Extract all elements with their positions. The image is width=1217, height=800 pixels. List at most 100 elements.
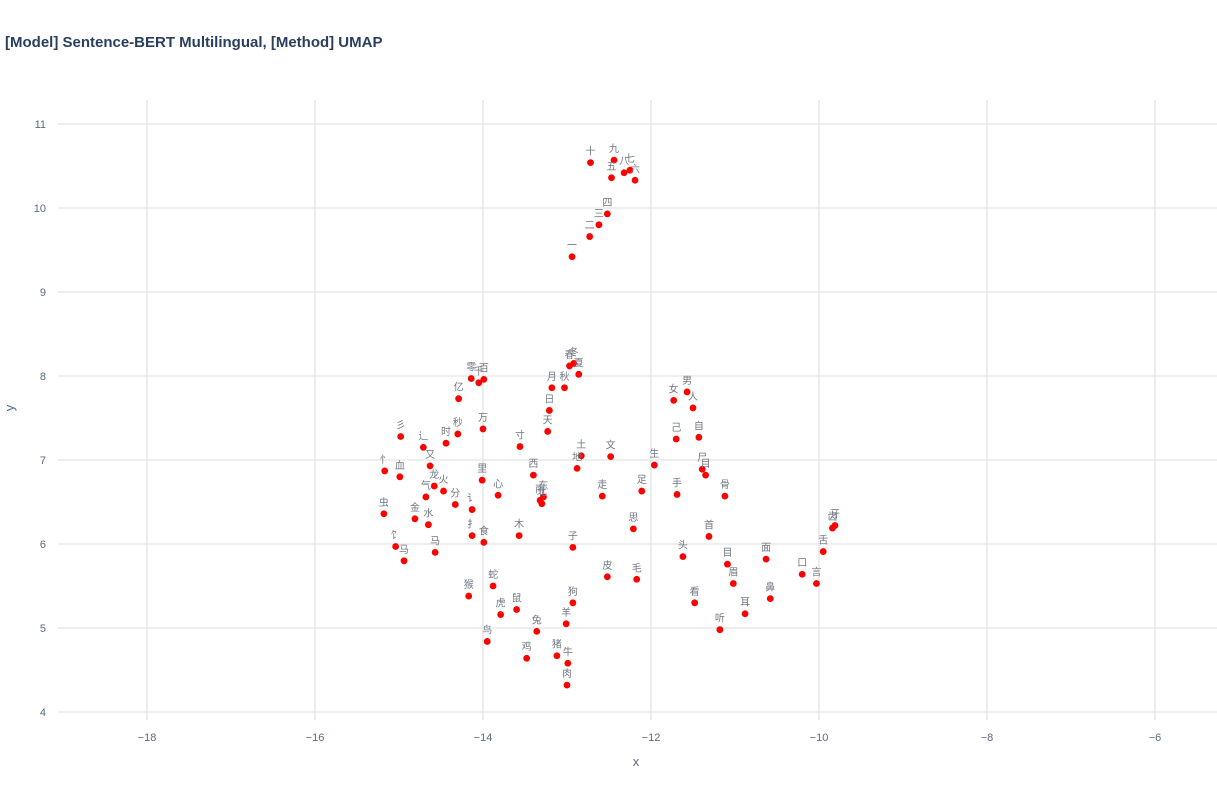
data-point-label: 又 [425,449,435,461]
data-point [587,159,594,167]
data-point-label: 木 [514,519,524,531]
data-point-label: 西 [528,459,538,470]
data-point-label: 马 [399,544,409,556]
data-point-label: 骨 [720,479,730,491]
data-point [568,253,576,261]
data-point-label: 十 [586,145,596,158]
x-gridlines [146,100,1156,720]
data-point-label: 眉 [728,566,738,578]
data-point-label: 天 [543,415,553,426]
data-point-label: 听 [715,613,725,625]
data-point-label: 毛 [632,562,642,574]
x-tick-label: −16 [306,732,325,744]
data-point-label: 冬 [569,345,579,358]
y-tick-label: 11 [35,119,46,131]
data-point-label: 北 [537,487,547,499]
data-point-label: 忄 [380,454,390,466]
data-point [629,525,637,533]
data-points [380,156,839,689]
data-point-label: 亿 [454,381,464,394]
data-point-label: 羊 [561,606,571,619]
data-point [603,210,611,218]
data-point [548,384,556,392]
data-point-label: 里 [477,463,487,475]
data-point [762,555,770,563]
data-point [607,453,615,461]
data-point [440,487,447,495]
data-point [426,462,434,470]
data-point-label: 鸟 [482,623,492,636]
data-point [553,652,561,660]
x-tick-labels: −18 −16 −14 −12 −10 −8 −6 [138,732,1162,744]
data-point-label: 火 [439,474,449,486]
y-tick-labels: 4 5 6 7 8 9 10 11 [34,119,46,719]
data-point-label: 春 [565,349,575,361]
data-point [564,659,572,667]
data-point-label: 七 [625,153,635,165]
data-point-label: 扌 [467,518,477,531]
data-point-label: 秒 [453,416,463,429]
data-point [455,395,463,403]
data-point [419,444,427,451]
data-point-label: 水 [423,508,433,520]
data-point-label: 辶 [418,430,428,442]
y-tick-label: 5 [40,623,46,635]
data-point-label: 子 [568,530,578,542]
data-point-label: 鼠 [512,592,522,605]
data-point-label: 心 [493,478,503,490]
data-point [673,491,681,498]
data-point-label: 虫 [379,497,389,509]
data-point [831,522,839,529]
data-point-label: 夏 [574,357,584,369]
data-point-label: 足 [637,474,647,486]
data-point-label: 鼻 [765,581,775,594]
data-point-label: 金 [410,501,420,514]
data-point [650,461,658,469]
data-point-label: 目 [722,548,732,559]
data-point [431,549,439,556]
data-point-label: 言 [811,565,821,578]
data-point [586,233,594,240]
data-point-label: 牛 [563,645,573,658]
data-point [396,473,404,481]
data-point-label: 饣 [391,530,401,542]
data-point-label: 血 [395,459,405,472]
data-point-label: 九 [609,143,619,155]
data-point [530,471,537,479]
data-point-label: 人 [688,391,698,403]
data-point [544,428,552,435]
data-point [516,443,524,450]
data-point [545,407,553,414]
x-tick-label: −10 [810,732,829,744]
data-point-label: 八 [619,157,629,168]
data-point-label: 皮 [602,559,612,572]
data-point-label: 秋 [559,370,569,383]
data-point [819,548,827,555]
y-tick-label: 9 [40,287,46,299]
data-point-label: 己 [671,423,681,434]
data-point-label: 尸 [697,452,707,464]
data-point [626,166,634,174]
data-point [610,156,618,164]
data-point [691,599,699,607]
data-point-label: 马 [430,535,440,547]
data-point-label: 东 [538,479,548,492]
data-point-label: 面 [761,543,771,554]
data-point [724,560,731,568]
data-point [598,492,606,500]
data-point-label: 鸡 [522,640,532,653]
data-point [670,396,678,404]
x-tick-label: −12 [642,732,661,744]
data-point-label: 一 [567,241,577,252]
data-point [566,362,573,370]
data-point [475,379,483,387]
data-point-label: 口 [797,558,807,569]
data-point-label: 食 [479,524,489,537]
data-point [480,375,488,383]
data-point [672,435,680,443]
data-point [766,595,774,602]
data-point [638,487,646,495]
data-point [575,370,583,378]
data-point-label: 百 [479,362,489,374]
